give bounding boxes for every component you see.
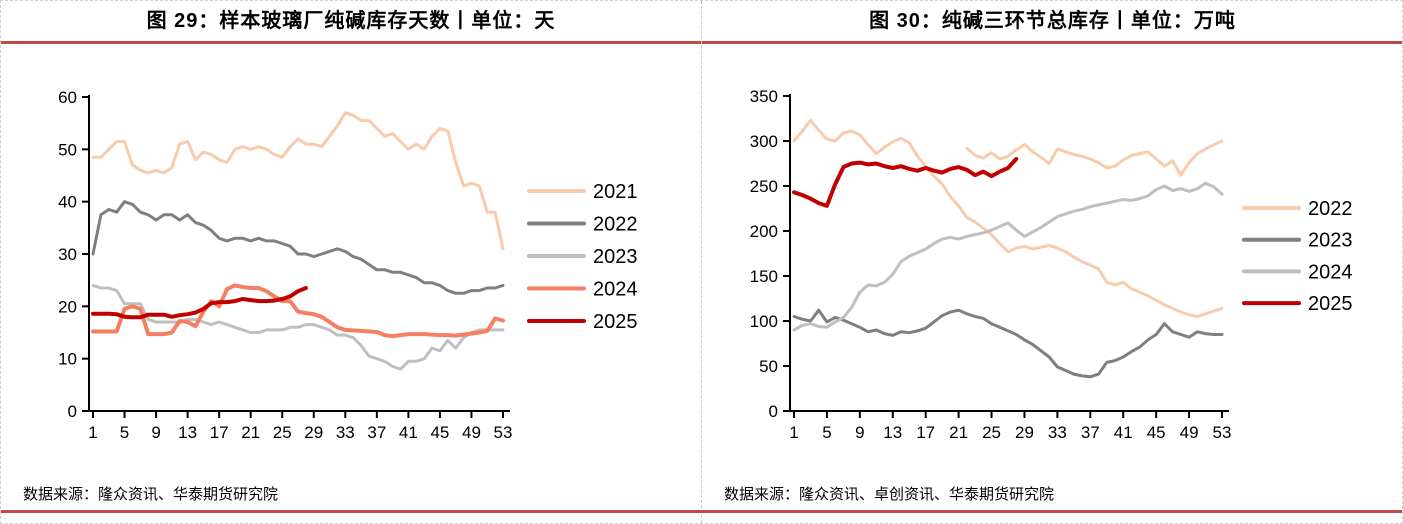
y-tick-label: 10: [58, 350, 77, 369]
x-tick-label: 1: [88, 423, 97, 442]
x-tick-label: 29: [304, 423, 323, 442]
y-tick-label: 60: [58, 88, 77, 107]
series-line-2023: [91, 283, 505, 371]
legend-label-2025: 2025: [1308, 293, 1353, 315]
x-tick-label: 33: [1048, 423, 1067, 442]
y-tick-label: 50: [759, 357, 778, 376]
data-source-note: 数据来源：隆众资讯、卓创资讯、华泰期货研究院: [724, 486, 1055, 503]
x-tick-label: 21: [241, 423, 260, 442]
chart-title: 图 29：样本玻璃厂纯碱库存天数丨单位：天: [1, 1, 701, 44]
y-tick-label: 150: [750, 267, 778, 286]
y-tick-label: 200: [750, 222, 778, 241]
chart-panel-right: 图 30：纯碱三环节总库存丨单位：万吨 0 50 100 150 200 250 300 35…: [702, 1, 1402, 523]
y-tick-label: 100: [750, 312, 778, 331]
x-tick-label: 29: [1015, 423, 1034, 442]
y-tick-label: 50: [58, 140, 77, 159]
x-tick-label: 13: [178, 423, 197, 442]
legend-label-2025: 2025: [593, 311, 638, 333]
x-tick-label: 25: [982, 423, 1001, 442]
series-line-2024: [792, 181, 1224, 332]
x-tick-label: 21: [949, 423, 968, 442]
x-tick-label: 49: [462, 423, 481, 442]
x-tick-label: 53: [494, 423, 513, 442]
x-tick-label: 5: [120, 423, 129, 442]
x-tick-label: 37: [1081, 423, 1100, 442]
y-tick-label: 40: [58, 193, 77, 212]
x-tick-label: 41: [399, 423, 418, 442]
chart-panel-left: 图 29：样本玻璃厂纯碱库存天数丨单位：天 0 10 20 30 40 50 60 1 5 9 13…: [1, 1, 702, 523]
x-tick-label: 17: [210, 423, 229, 442]
bottom-accent-rule: [1, 510, 1402, 513]
y-tick-label: 300: [750, 132, 778, 151]
series-line-2022: [91, 200, 505, 295]
series-line-2021: [91, 111, 505, 251]
x-tick-label: 41: [1114, 423, 1133, 442]
line-chart-inventory-days: 0 10 20 30 40 50 60 1 5 9 13 17 21 25 29 33 37 41 45 49 53 20…: [58, 88, 638, 442]
x-tick-label: 53: [1213, 423, 1232, 442]
x-tick-label: 37: [367, 423, 386, 442]
x-tick-label: 45: [430, 423, 449, 442]
y-tick-label: 30: [58, 245, 77, 264]
x-tick-label: 25: [273, 423, 292, 442]
series-line-2025: [91, 286, 308, 320]
x-tick-label: 45: [1147, 423, 1166, 442]
y-tick-label: 250: [750, 177, 778, 196]
series-line-2022: [792, 118, 1224, 318]
legend-label-2021: 2021: [593, 181, 638, 203]
y-tick-label: 0: [68, 402, 77, 421]
x-tick-label: 17: [916, 423, 935, 442]
legend-label-2023: 2023: [1308, 230, 1353, 252]
legend-label-2022: 2022: [1308, 198, 1353, 220]
x-tick-label: 13: [883, 423, 902, 442]
x-tick-label: 9: [151, 423, 160, 442]
series-line-2023: [792, 308, 1224, 379]
x-tick-label: 5: [822, 423, 831, 442]
x-tick-label: 33: [336, 423, 355, 442]
legend-label-2023: 2023: [593, 246, 638, 268]
legend-label-2024: 2024: [593, 279, 638, 301]
series-line-2021: [965, 139, 1224, 177]
x-tick-label: 1: [789, 423, 798, 442]
series-line-2025: [792, 157, 1019, 208]
line-chart-total-inventory: 0 50 100 150 200 250 300 350 1 5 9 13 17 21 25 29 33 37 41…: [750, 87, 1353, 442]
x-tick-label: 49: [1180, 423, 1199, 442]
legend-label-2022: 2022: [593, 214, 638, 236]
data-source-note: 数据来源：隆众资讯、华泰期货研究院: [23, 486, 279, 503]
legend-label-2024: 2024: [1308, 261, 1353, 283]
x-tick-label: 9: [855, 423, 864, 442]
series-line-2024: [91, 283, 505, 339]
y-tick-label: 350: [750, 87, 778, 106]
chart-title: 图 30：纯碱三环节总库存丨单位：万吨: [702, 1, 1402, 44]
y-tick-label: 20: [58, 297, 77, 316]
y-tick-label: 0: [769, 402, 778, 421]
